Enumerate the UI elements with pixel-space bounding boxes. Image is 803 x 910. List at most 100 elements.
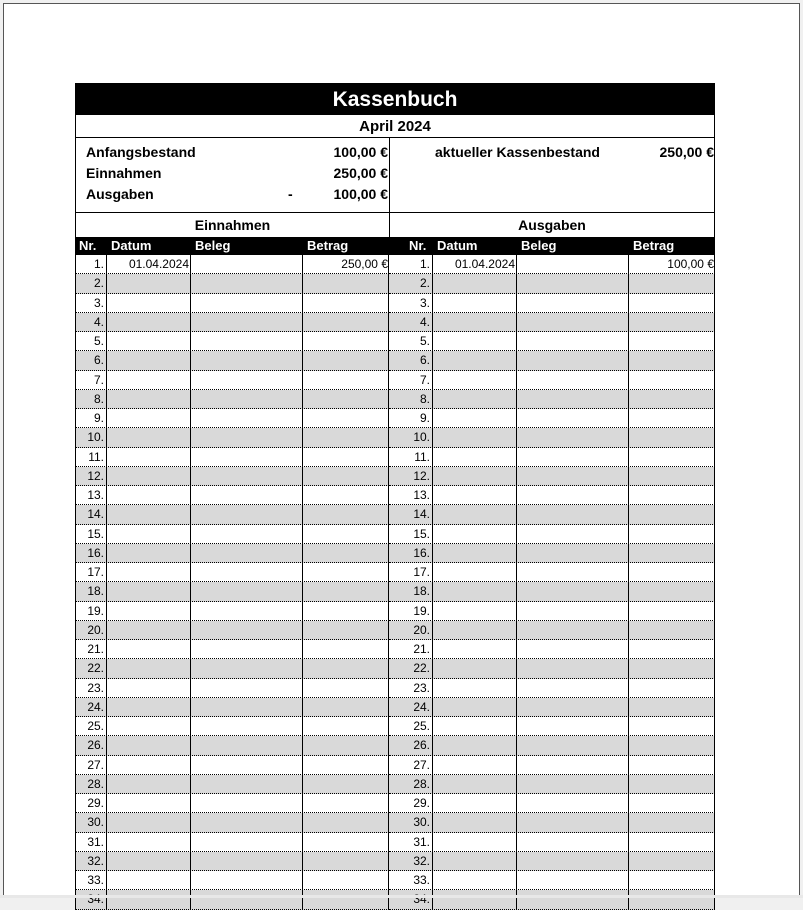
cell-betrag[interactable]: [303, 428, 389, 447]
cell-beleg[interactable]: [517, 543, 629, 562]
cell-beleg[interactable]: [191, 332, 303, 351]
cell-datum[interactable]: [107, 890, 191, 909]
cell-beleg[interactable]: [191, 524, 303, 543]
cell-datum[interactable]: [433, 466, 517, 485]
cell-betrag[interactable]: [629, 736, 715, 755]
cell-datum[interactable]: [433, 640, 517, 659]
cell-betrag[interactable]: [303, 851, 389, 870]
cell-beleg[interactable]: [517, 389, 629, 408]
cell-datum[interactable]: [107, 755, 191, 774]
cell-beleg[interactable]: [517, 409, 629, 428]
cell-beleg[interactable]: [517, 582, 629, 601]
cell-beleg[interactable]: [191, 466, 303, 485]
cell-datum[interactable]: [107, 428, 191, 447]
cell-datum[interactable]: [107, 813, 191, 832]
cell-datum[interactable]: [107, 466, 191, 485]
cell-betrag[interactable]: [629, 697, 715, 716]
cell-datum[interactable]: [433, 582, 517, 601]
cell-datum[interactable]: [433, 486, 517, 505]
cell-beleg[interactable]: [191, 409, 303, 428]
cell-betrag[interactable]: [629, 543, 715, 562]
cell-datum[interactable]: 01.04.2024: [107, 255, 191, 274]
cell-beleg[interactable]: [517, 813, 629, 832]
cell-beleg[interactable]: [517, 332, 629, 351]
cell-datum[interactable]: [433, 717, 517, 736]
cell-beleg[interactable]: [517, 524, 629, 543]
cell-betrag[interactable]: [303, 582, 389, 601]
cell-beleg[interactable]: [191, 659, 303, 678]
cell-beleg[interactable]: [191, 640, 303, 659]
cell-betrag[interactable]: [629, 620, 715, 639]
cell-datum[interactable]: [107, 370, 191, 389]
cell-betrag[interactable]: [629, 774, 715, 793]
value[interactable]: 250,00 €: [659, 144, 715, 160]
cell-beleg[interactable]: [517, 755, 629, 774]
cell-betrag[interactable]: [629, 659, 715, 678]
cell-datum[interactable]: [433, 389, 517, 408]
cell-beleg[interactable]: [191, 428, 303, 447]
cell-beleg[interactable]: [191, 543, 303, 562]
cell-datum[interactable]: [107, 447, 191, 466]
cell-beleg[interactable]: [517, 851, 629, 870]
cell-datum[interactable]: [107, 582, 191, 601]
cell-beleg[interactable]: [191, 851, 303, 870]
cell-beleg[interactable]: [191, 871, 303, 890]
cell-betrag[interactable]: [629, 524, 715, 543]
cell-betrag[interactable]: [303, 505, 389, 524]
cell-datum[interactable]: [433, 871, 517, 890]
cell-beleg[interactable]: [191, 736, 303, 755]
cell-beleg[interactable]: [191, 255, 303, 274]
cell-beleg[interactable]: [517, 890, 629, 909]
cell-datum[interactable]: [107, 871, 191, 890]
cell-datum[interactable]: [107, 351, 191, 370]
cell-beleg[interactable]: [191, 620, 303, 639]
cell-betrag[interactable]: [303, 524, 389, 543]
value[interactable]: 250,00 €: [333, 165, 389, 181]
cell-datum[interactable]: [107, 851, 191, 870]
cell-beleg[interactable]: [517, 678, 629, 697]
cell-datum[interactable]: [107, 524, 191, 543]
cell-datum[interactable]: [433, 293, 517, 312]
cell-beleg[interactable]: [517, 466, 629, 485]
cell-datum[interactable]: [107, 505, 191, 524]
cell-beleg[interactable]: [191, 794, 303, 813]
cell-beleg[interactable]: [191, 813, 303, 832]
cell-datum[interactable]: [433, 620, 517, 639]
cell-beleg[interactable]: [517, 312, 629, 331]
cell-datum[interactable]: [107, 640, 191, 659]
cell-beleg[interactable]: [517, 620, 629, 639]
cell-betrag[interactable]: [303, 312, 389, 331]
cell-betrag[interactable]: [303, 640, 389, 659]
cell-datum[interactable]: [107, 774, 191, 793]
cell-betrag[interactable]: [629, 890, 715, 909]
cell-betrag[interactable]: [629, 428, 715, 447]
cell-beleg[interactable]: [191, 755, 303, 774]
cell-datum[interactable]: [107, 274, 191, 293]
cell-betrag[interactable]: [303, 332, 389, 351]
cell-beleg[interactable]: [517, 871, 629, 890]
cell-betrag[interactable]: [629, 486, 715, 505]
cell-beleg[interactable]: [191, 774, 303, 793]
cell-datum[interactable]: [107, 293, 191, 312]
cell-datum[interactable]: [433, 851, 517, 870]
cell-betrag[interactable]: [629, 582, 715, 601]
cell-datum[interactable]: [107, 409, 191, 428]
cell-datum[interactable]: [107, 678, 191, 697]
cell-betrag[interactable]: [303, 832, 389, 851]
cell-betrag[interactable]: [303, 409, 389, 428]
cell-datum[interactable]: [433, 890, 517, 909]
cell-beleg[interactable]: [191, 678, 303, 697]
cell-betrag[interactable]: 250,00 €: [303, 255, 389, 274]
cell-datum[interactable]: [107, 332, 191, 351]
cell-beleg[interactable]: [191, 447, 303, 466]
cell-datum[interactable]: [107, 832, 191, 851]
cell-betrag[interactable]: [303, 774, 389, 793]
cell-beleg[interactable]: [517, 640, 629, 659]
cell-betrag[interactable]: [629, 813, 715, 832]
cell-datum[interactable]: [433, 505, 517, 524]
cell-datum[interactable]: [107, 697, 191, 716]
cell-datum[interactable]: [433, 543, 517, 562]
cell-beleg[interactable]: [517, 447, 629, 466]
cell-betrag[interactable]: [303, 274, 389, 293]
cell-beleg[interactable]: [517, 351, 629, 370]
